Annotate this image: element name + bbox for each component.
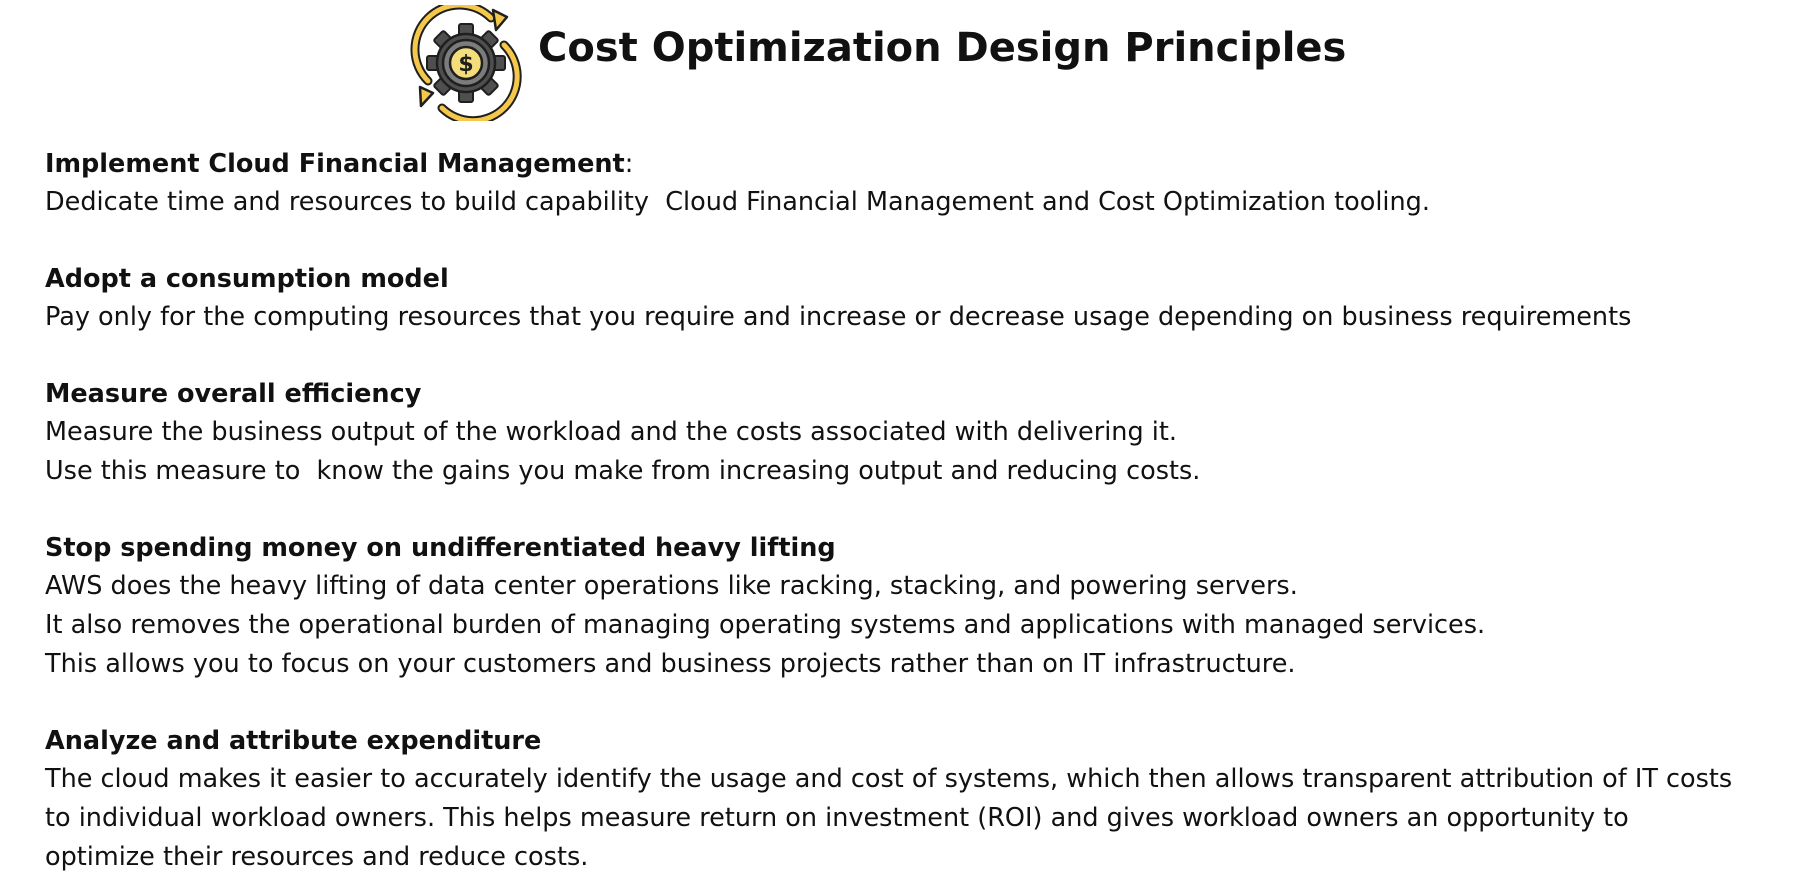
svg-text:$: $ [458,52,473,77]
principle-description-line: optimize their resources and reduce cost… [45,842,589,872]
principle-description-line: to individual workload owners. This help… [45,803,1629,833]
principle-description-line: This allows you to focus on your custome… [45,649,1296,679]
slide-header: $ Cost Optimization Design Principles [408,5,1347,121]
principle-stop-undifferentiated-heavy-lifting: Stop spending money on undifferentiated … [45,529,1765,684]
principle-heading: Adopt a consumption model [45,264,449,294]
principle-description-line: It also removes the operational burden o… [45,610,1486,640]
principle-implement-cloud-financial-management: Implement Cloud Financial Management: De… [45,145,1765,222]
gear-dollar-cycle-icon: $ [408,5,524,121]
principle-measure-overall-efficiency: Measure overall efficiency Measure the b… [45,375,1765,491]
principle-description-line: AWS does the heavy lifting of data cente… [45,571,1298,601]
principles-list: Implement Cloud Financial Management: De… [45,145,1765,877]
principle-heading: Measure overall efficiency [45,379,422,409]
principle-description-line: Use this measure to know the gains you m… [45,456,1201,486]
principle-description-line: The cloud makes it easier to accurately … [45,764,1733,794]
principle-description-line: Dedicate time and resources to build cap… [45,187,1430,217]
principle-heading: Implement Cloud Financial Management: [45,145,1765,183]
page-title: Cost Optimization Design Principles [538,24,1347,71]
principle-analyze-attribute-expenditure: Analyze and attribute expenditure The cl… [45,722,1765,877]
principle-description-line: Measure the business output of the workl… [45,417,1177,447]
principle-heading-colon: : [624,149,634,179]
principle-heading: Stop spending money on undifferentiated … [45,533,836,563]
principle-heading-text: Implement Cloud Financial Management [45,149,625,179]
principle-description-line: Pay only for the computing resources tha… [45,302,1632,332]
principle-heading: Analyze and attribute expenditure [45,726,542,756]
principle-adopt-consumption-model: Adopt a consumption model Pay only for t… [45,260,1765,337]
